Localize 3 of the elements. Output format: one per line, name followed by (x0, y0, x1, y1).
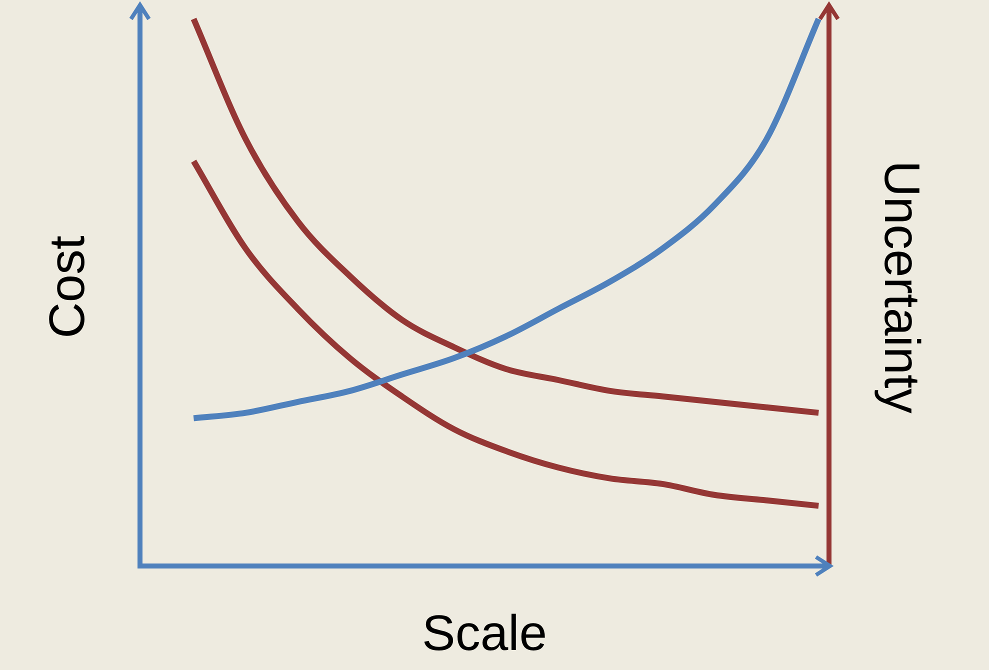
y-axis-title: Cost (38, 235, 95, 338)
x-axis-title: Scale (422, 604, 548, 661)
y2-axis-title: Uncertainty (874, 160, 930, 414)
